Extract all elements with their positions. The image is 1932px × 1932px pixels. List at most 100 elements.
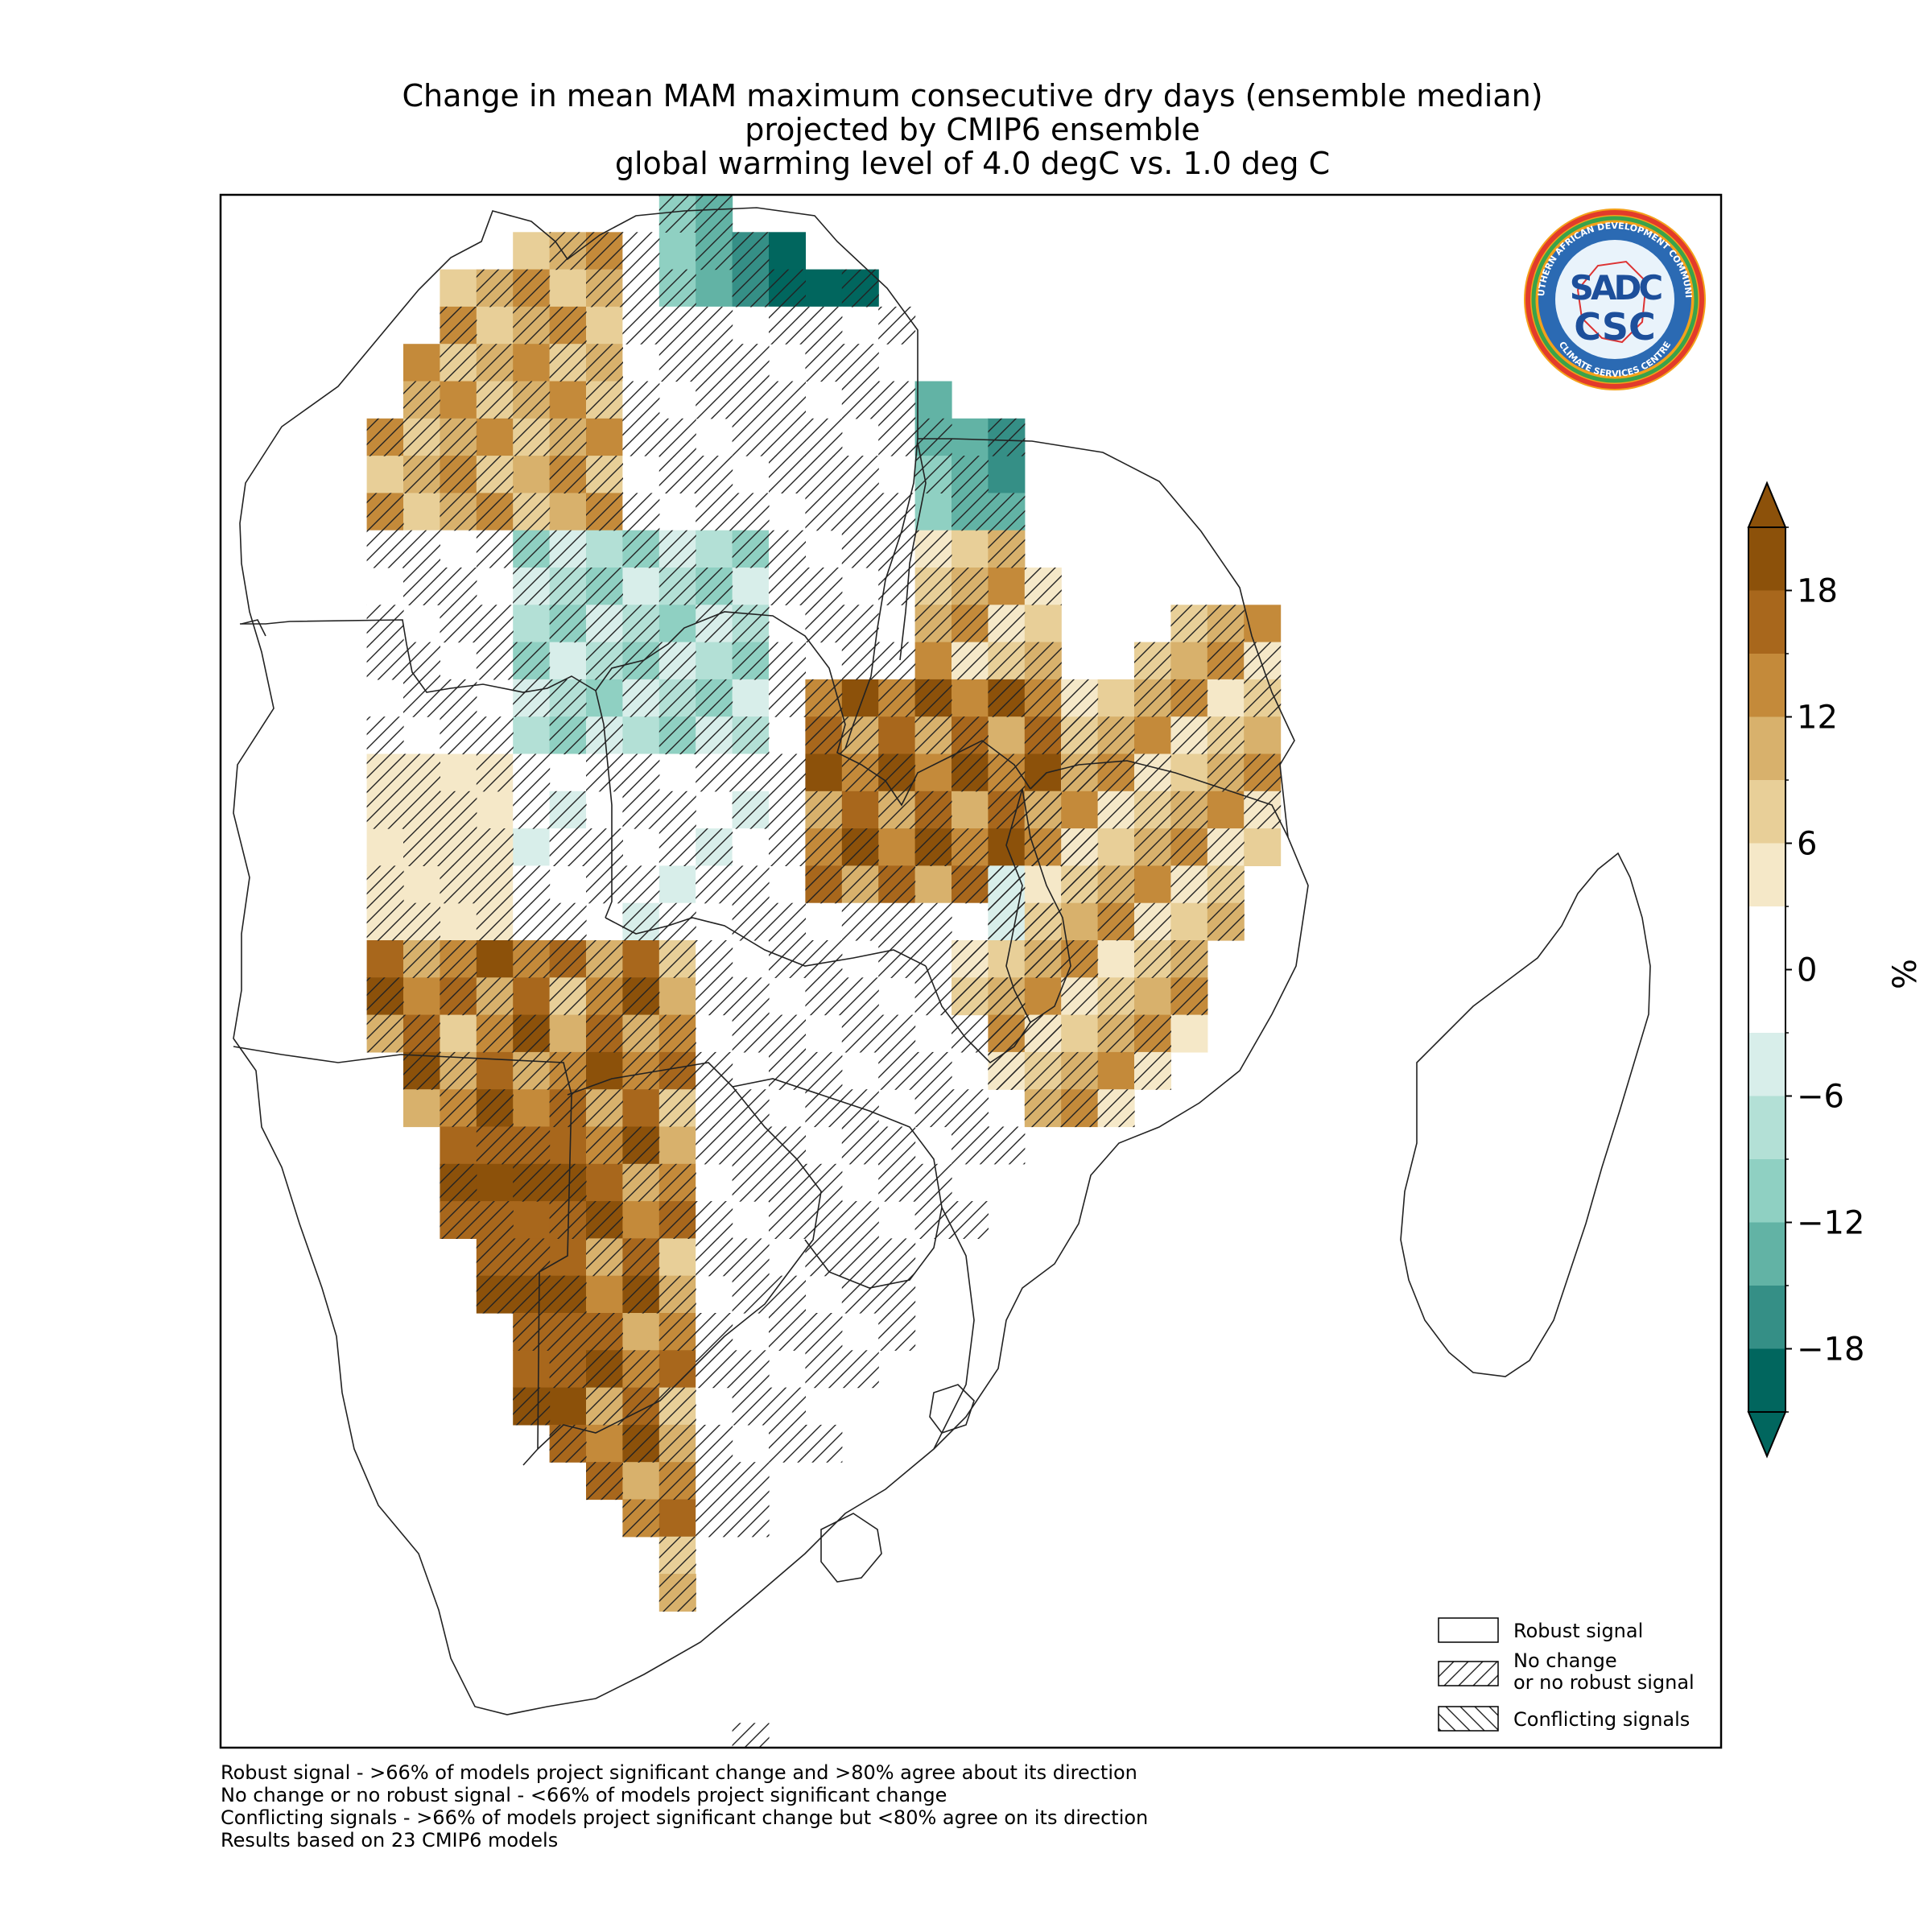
grid-cell [878,1089,916,1128]
hatch-cell [696,344,733,382]
hatch-cell [658,1574,696,1612]
hatch-cell [622,1275,660,1314]
hatch-cell [1170,865,1208,904]
hatch-cell [586,1089,623,1128]
grid-cell [914,865,952,904]
hatch-cell [988,902,1026,941]
hatch-cell [658,1201,696,1239]
hatch-cell [696,232,733,270]
hatch-cell [878,1014,916,1053]
hatch-cell [622,753,660,792]
hatch-cell [1097,791,1135,829]
hatch-cell [841,977,879,1016]
hatch-cell [805,1089,843,1128]
hatch-cell [440,1163,477,1202]
grid-cell [769,1089,806,1128]
grid-cell [513,716,551,755]
hatch-cell [805,344,843,382]
grid-cell [1207,791,1245,829]
grid-cell [878,1201,916,1239]
hatch-cell [1024,1089,1062,1128]
colorbar-band [1748,1222,1785,1286]
colorbar-band [1748,780,1785,844]
hatch-cell [952,456,989,493]
hatch-cell [841,344,879,382]
border-drc-zambia [595,611,1031,807]
hatch-cell [988,977,1026,1016]
hatch-cell [513,642,551,680]
hatch-cell [658,568,696,605]
hatch-cell [732,1275,770,1314]
hatch-cell [769,1387,806,1426]
hatch-cell [622,269,660,308]
grid-cell [952,1051,989,1090]
grid-cell [1170,902,1208,941]
grid-cell [841,306,879,345]
grid-cell [769,232,806,270]
hatch-cell [769,791,806,829]
grid-cell [1170,642,1208,680]
hatch-cell [1244,791,1282,829]
grid-cell [1170,1014,1208,1053]
colorbar-band [1748,590,1785,654]
hatch-cell [769,381,806,419]
hatch-cell [696,1201,733,1239]
hatch-cell [1024,791,1062,829]
hatch-cell [696,1238,733,1277]
grid-cell [732,679,770,717]
grid-cell [841,568,879,605]
map-title-line-3: global warming level of 4.0 degC vs. 1.0… [615,146,1330,181]
hatch-cell [658,716,696,755]
hatch-cell [586,1387,623,1426]
hatch-cell [440,493,477,531]
hatch-cell [769,902,806,941]
grid-cell [732,306,770,345]
grid-cell [549,1387,587,1426]
grid-cell [513,232,551,270]
grid-cell [622,828,660,866]
hatch-cell [586,1126,623,1165]
hatch-cell [841,530,879,568]
hatch-cell [805,1201,843,1239]
hatch-cell [366,418,404,456]
hatch-cell [952,1201,989,1239]
hatch-cell [696,1051,733,1090]
hatch-cell [513,1126,551,1165]
hatch-cell [878,791,916,829]
legend-label-no-change-2: or no robust signal [1513,1671,1695,1694]
colorbar-tick-label: 18 [1797,573,1838,610]
hatch-cell [366,605,404,643]
hatch-cell [1024,940,1062,978]
hatch-cell [366,865,404,904]
colorbar-unit-label: % [1887,959,1924,989]
hatch-cell [732,269,770,308]
eswatini-outline [929,1384,975,1434]
hatch-cell [1097,865,1135,904]
hatch-cell [513,1238,551,1277]
border-tanzania-mozambique [1030,760,1289,838]
grid-cell [769,865,806,904]
hatch-cell [622,1238,660,1277]
hatch-cell [769,530,806,568]
hatch-cell [658,902,696,941]
hatch-cell [732,1723,770,1748]
hatch-cell [586,1350,623,1389]
grid-cell [440,1126,477,1165]
border-zimbabwe [732,1078,943,1289]
hatch-cell [1134,642,1171,680]
hatch-cell [1207,865,1245,904]
colorbar-band [1748,1286,1785,1349]
hatch-cell [622,418,660,456]
hatch-cell [476,344,514,382]
hatch-cell [586,381,623,419]
hatch-cell [586,605,623,643]
grid-cell [622,1201,660,1239]
hatch-cell [841,456,879,493]
hatch-cell [1170,716,1208,755]
colorbar-band [1748,1348,1785,1413]
hatch-cell [549,716,587,755]
hatch-cell [696,977,733,1016]
hatch-cell [841,269,879,308]
hatch-cell [696,1462,733,1501]
hatch-cell [622,381,660,419]
